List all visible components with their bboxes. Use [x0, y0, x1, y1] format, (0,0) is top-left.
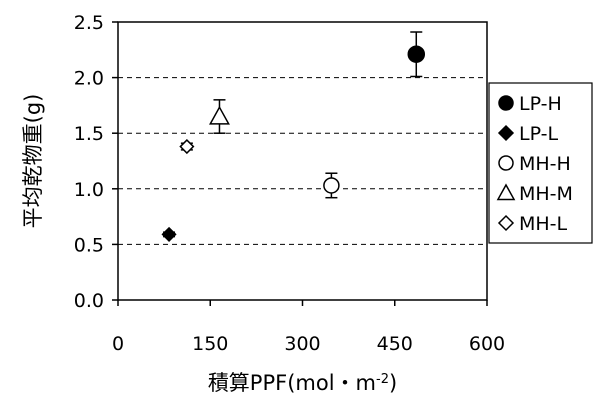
data-point — [161, 226, 177, 242]
x-tick-label: 0 — [112, 333, 124, 355]
x-axis-title-main: 積算PPF(mol・m — [208, 371, 376, 395]
point-group — [179, 138, 195, 155]
point-group — [161, 226, 177, 242]
data-point — [179, 138, 195, 155]
gridlines — [118, 77, 487, 245]
data-point — [209, 105, 230, 125]
y-tick-label: 2.0 — [74, 68, 104, 90]
data-point — [407, 45, 426, 63]
x-tick-label: 150 — [192, 333, 228, 355]
y-tick-label: 1.5 — [74, 123, 104, 145]
legend-label: MH-M — [519, 183, 573, 205]
x-axis-title-close: ) — [389, 371, 397, 395]
legend-label: LP-H — [519, 93, 562, 115]
data-points — [161, 31, 426, 242]
x-axis-ticks: 0 150 300 450 600 — [112, 300, 505, 355]
legend-marker — [498, 95, 514, 111]
legend-marker — [497, 214, 515, 232]
legend: LP-H LP-L MH-H MH-M MH-L — [488, 82, 593, 244]
y-axis-title: 平均乾物重(g) — [21, 94, 45, 229]
legend-label: MH-H — [519, 153, 571, 175]
x-axis-title-superscript: -2 — [376, 372, 389, 387]
y-axis-ticks: 0.0 0.5 1.0 1.5 2.0 2.5 — [74, 12, 118, 312]
plot-area — [117, 21, 488, 301]
legend-marker — [498, 155, 514, 171]
point-group — [407, 31, 426, 78]
point-group — [323, 172, 340, 199]
data-point — [323, 177, 340, 194]
x-tick-label: 300 — [284, 333, 320, 355]
x-tick-label: 600 — [469, 333, 505, 355]
x-axis-title: 積算PPF(mol・m-2) — [208, 371, 397, 395]
y-tick-label: 1.0 — [74, 179, 104, 201]
point-group — [209, 99, 230, 134]
x-tick-label: 450 — [377, 333, 413, 355]
y-tick-label: 0.0 — [74, 290, 104, 312]
y-tick-label: 0.5 — [74, 234, 104, 256]
legend-marker — [497, 124, 515, 142]
y-tick-label: 2.5 — [74, 12, 104, 34]
legend-label: MH-L — [519, 213, 568, 235]
legend-marker — [496, 183, 516, 201]
legend-label: LP-L — [519, 123, 558, 145]
